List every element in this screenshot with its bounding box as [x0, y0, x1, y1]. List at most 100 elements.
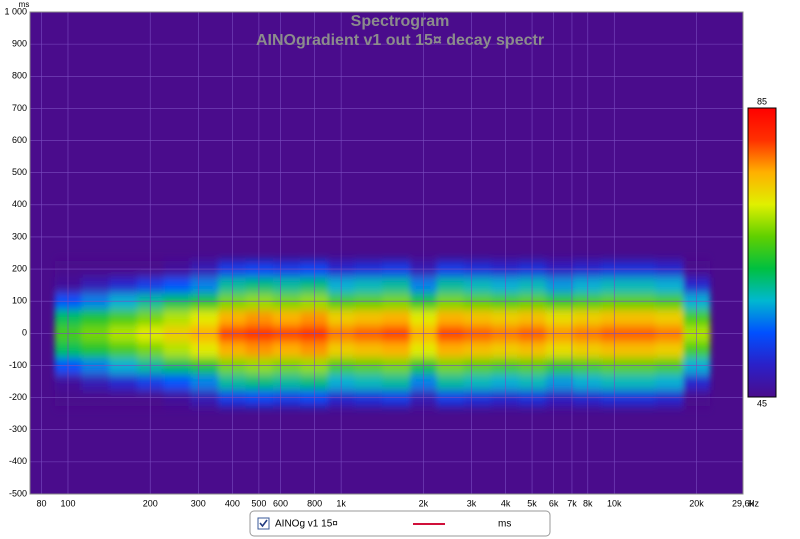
x-axis-label: Hz — [748, 498, 759, 508]
heat-cell — [463, 341, 492, 358]
y-tick-label: 900 — [12, 39, 27, 49]
y-tick-label: 200 — [12, 263, 27, 273]
y-tick-label: 400 — [12, 199, 27, 209]
heat-cell — [655, 341, 684, 358]
heat-cell — [382, 309, 411, 326]
x-tick-label: 5k — [527, 498, 537, 508]
heat-cell — [81, 341, 110, 358]
y-axis-label: ms — [19, 0, 30, 9]
x-tick-label: 600 — [273, 498, 288, 508]
heat-cell — [518, 373, 547, 391]
heat-cell — [463, 373, 492, 391]
heat-cell — [382, 341, 411, 358]
x-tick-label: 6k — [549, 498, 559, 508]
heat-cell — [245, 373, 274, 391]
x-tick-label: 3k — [467, 498, 477, 508]
heat-cell — [109, 277, 138, 294]
heat-cell — [436, 341, 465, 358]
y-tick-label: 1 000 — [4, 6, 27, 16]
x-tick-label: 7k — [567, 498, 577, 508]
heat-cell — [272, 309, 301, 326]
colorbar-label: 45 — [757, 398, 767, 408]
heat-cell — [163, 277, 191, 294]
x-tick-label: 4k — [501, 498, 511, 508]
plot-area — [30, 12, 743, 494]
heat-cell — [436, 277, 465, 294]
heat-cell — [518, 309, 547, 326]
heat-cell — [163, 309, 191, 326]
heat-cell — [627, 277, 656, 294]
heat-cell — [518, 341, 547, 358]
heat-cell — [163, 373, 191, 391]
heat-cell — [190, 373, 219, 391]
x-tick-label: 20k — [689, 498, 704, 508]
y-tick-label: 500 — [12, 167, 27, 177]
x-tick-label: 8k — [583, 498, 593, 508]
heat-cell — [109, 373, 138, 391]
heat-cell — [627, 373, 656, 391]
chart-subtitle: AINOgradient v1 out 15¤ decay spectr — [256, 32, 544, 49]
y-tick-label: -100 — [9, 360, 27, 370]
heat-cell — [109, 309, 138, 326]
x-tick-label: 400 — [225, 498, 240, 508]
heat-cell — [81, 309, 110, 326]
x-tick-label: 2k — [419, 498, 429, 508]
plot-frame — [29, 11, 744, 495]
heat-cell — [382, 373, 411, 391]
heat-cell — [81, 277, 110, 294]
y-tick-label: -500 — [9, 488, 27, 498]
heat-cell — [272, 341, 301, 358]
x-tick-label: 80 — [37, 498, 47, 508]
x-tick-label: 800 — [307, 498, 322, 508]
heat-cell — [163, 341, 191, 358]
heat-cell — [545, 309, 575, 326]
heat-cell — [463, 309, 492, 326]
heat-cell — [518, 277, 547, 294]
colorbar-label: 85 — [757, 96, 767, 106]
grid — [30, 11, 744, 495]
x-tick-label: 500 — [251, 498, 266, 508]
x-tick-label: 100 — [60, 498, 75, 508]
y-tick-label: 800 — [12, 71, 27, 81]
y-tick-label: 0 — [22, 328, 27, 338]
heat-cell — [655, 277, 684, 294]
chart-title: Spectrogram — [351, 13, 450, 30]
legend-box — [249, 510, 551, 537]
checkmark[interactable] — [259, 519, 268, 528]
heat-cell — [354, 309, 383, 326]
y-tick-label: 600 — [12, 135, 27, 145]
legend-unit: ms — [498, 519, 511, 530]
x-tick-label: 29,6k — [732, 498, 755, 508]
heat-cell — [655, 373, 684, 391]
x-tick-label: 10k — [607, 498, 622, 508]
y-tick-label: -300 — [9, 424, 27, 434]
heat-cell — [436, 373, 465, 391]
heat-cell — [463, 277, 492, 294]
spectrogram — [54, 261, 711, 407]
heat-cell — [272, 373, 301, 391]
heat-cell — [245, 309, 274, 326]
heat-cell — [190, 309, 219, 326]
colorbar — [747, 107, 777, 398]
heat-cell — [655, 309, 684, 326]
heat-cell — [627, 341, 656, 358]
heat-cell — [354, 373, 383, 391]
x-tick-label: 200 — [143, 498, 158, 508]
heat-cell — [354, 277, 383, 294]
heat-cell — [545, 341, 575, 358]
y-tick-label: 300 — [12, 231, 27, 241]
heat-cell — [354, 341, 383, 358]
legend-entry: AINOg v1 15¤ — [275, 519, 338, 530]
heat-cell — [272, 277, 301, 294]
heat-cell — [545, 277, 575, 294]
heat-cell — [382, 277, 411, 294]
heat-cell — [436, 309, 465, 326]
heat-cell — [190, 277, 219, 294]
y-tick-label: 100 — [12, 296, 27, 306]
heat-cell — [245, 277, 274, 294]
heat-cell — [627, 309, 656, 326]
x-tick-label: 300 — [191, 498, 206, 508]
y-tick-label: -400 — [9, 456, 27, 466]
y-tick-label: 700 — [12, 103, 27, 113]
